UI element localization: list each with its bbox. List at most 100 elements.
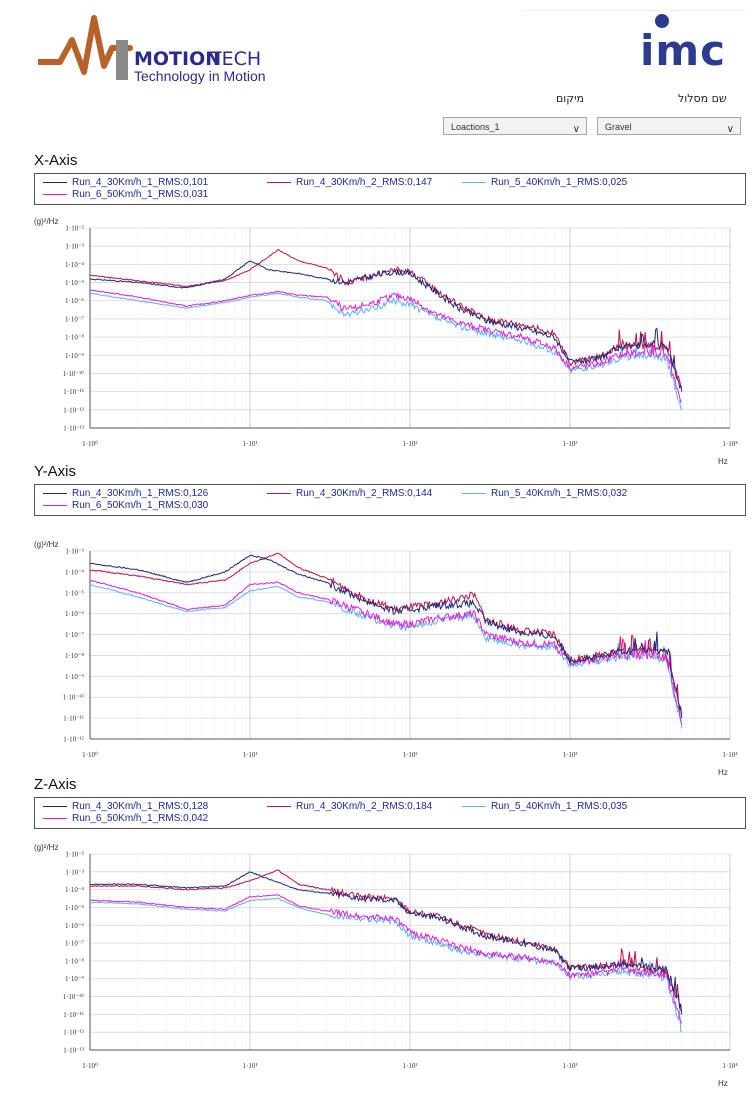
legend-label: Run_6_50Km/h_1_RMS:0,042 <box>72 813 209 824</box>
x-tick-label: 1·10⁴ <box>722 440 738 448</box>
motiontech-logo: MOTION TECH Technology in Motion <box>35 10 298 90</box>
y-tick-label: 1·10⁻¹³ <box>63 425 84 433</box>
psd-plot: (g)²/Hz 1·10⁻² 1·10⁻³ 1·10⁻⁴ 1·10⁻⁵ 1·10⁻⁶ 1·1… <box>34 218 738 466</box>
y-tick-label: 1·10⁻⁶ <box>65 297 85 305</box>
legend-item[interactable]: Run_5_40Km/h_1_RMS:0,025 <box>462 177 627 188</box>
legend-item[interactable]: Run_4_30Km/h_2_RMS:0,147 <box>267 177 432 188</box>
psd-plot: (g)²/Hz 1·10⁻³ 1·10⁻⁴ 1·10⁻⁵ 1·10⁻⁶ 1·10⁻⁷ 1·1… <box>34 541 738 777</box>
legend-item[interactable]: Run_4_30Km/h_1_RMS:0,126 <box>43 488 208 499</box>
y-tick-label: 1·10⁻³ <box>65 243 84 251</box>
y-tick-label: 1·10⁻² <box>65 851 84 859</box>
legend-item[interactable]: Run_6_50Km/h_1_RMS:0,030 <box>43 500 208 511</box>
x-tick-label: 1·10⁰ <box>82 751 98 759</box>
y-tick-label: 1·10⁻¹² <box>63 406 84 414</box>
y-tick-label: 1·10⁻¹⁰ <box>63 694 85 702</box>
y-tick-label: 1·10⁻⁴ <box>65 261 85 269</box>
legend-swatch <box>267 181 291 183</box>
series-line-run6_1 <box>89 894 683 1024</box>
route-select[interactable]: Gravel ∨ <box>597 117 741 135</box>
chart-title: Z-Axis <box>34 776 77 793</box>
x-tick-label: 1·10³ <box>563 1062 578 1070</box>
y-tick-label: 1·10⁻¹² <box>63 1029 84 1037</box>
motiontech-logo-mark: MOTION TECH Technology in Motion <box>35 15 266 84</box>
chevron-down-icon: ∨ <box>572 124 580 135</box>
y-tick-label: 1·10⁻¹³ <box>63 1047 84 1055</box>
y-tick-label: 1·10⁻¹⁰ <box>63 370 85 378</box>
legend-item[interactable]: Run_6_50Km/h_1_RMS:0,042 <box>43 813 208 824</box>
imc-logo-text: imc <box>640 26 727 75</box>
y-axis-label: (g)²/Hz <box>34 844 58 852</box>
y-tick-label: 1·10⁻² <box>65 225 84 233</box>
chevron-down-icon: ∨ <box>726 124 734 135</box>
header-divider <box>523 10 745 11</box>
y-tick-label: 1·10⁻³ <box>65 868 84 876</box>
legend-item[interactable]: Run_5_40Km/h_1_RMS:0,032 <box>462 488 627 499</box>
legend-label: Run_6_50Km/h_1_RMS:0,031 <box>72 189 209 200</box>
y-axis-label: (g)²/Hz <box>34 218 58 226</box>
legend-item[interactable]: Run_4_30Km/h_2_RMS:0,144 <box>267 488 432 499</box>
y-tick-label: 1·10⁻⁹ <box>65 673 85 681</box>
legend-swatch <box>43 181 67 183</box>
legend-item[interactable]: Run_4_30Km/h_1_RMS:0,101 <box>43 177 208 188</box>
series-line-run4_1 <box>89 871 683 1015</box>
x-tick-label: 1·10² <box>403 751 418 759</box>
y-tick-label: 1·10⁻⁸ <box>65 334 85 342</box>
x-tick-label: 1·10⁴ <box>722 1062 738 1070</box>
x-axis-label: Hz <box>718 457 728 466</box>
legend-label: Run_4_30Km/h_2_RMS:0,184 <box>296 801 433 812</box>
chart-title: Y-Axis <box>34 463 76 480</box>
legend-item[interactable]: Run_4_30Km/h_1_RMS:0,128 <box>43 801 208 812</box>
x-tick-label: 1·10⁴ <box>722 751 738 759</box>
legend-swatch <box>267 492 291 494</box>
y-tick-label: 1·10⁻⁹ <box>65 975 85 983</box>
y-tick-label: 1·10⁻⁴ <box>65 886 85 894</box>
location-select-value: Loactions_1 <box>451 122 500 132</box>
x-axis-label: Hz <box>718 768 728 777</box>
legend-label: Run_4_30Km/h_1_RMS:0,128 <box>72 801 209 812</box>
legend-swatch <box>267 805 291 807</box>
y-tick-label: 1·10⁻⁴ <box>65 568 85 576</box>
chart-legend: Run_4_30Km/h_1_RMS:0,126 Run_4_30Km/h_2_R… <box>34 484 746 516</box>
series-line-run4_1 <box>89 554 683 719</box>
chart-title: X-Axis <box>34 152 78 169</box>
y-tick-label: 1·10⁻¹¹ <box>63 715 84 723</box>
x-tick-label: 1·10³ <box>563 751 578 759</box>
series-line-run5_1 <box>89 292 683 411</box>
legend-swatch <box>462 181 486 183</box>
x-tick-label: 1·10² <box>403 1062 418 1070</box>
x-tick-label: 1·10³ <box>563 440 578 448</box>
imc-logo: imc <box>640 14 732 74</box>
y-tick-label: 1·10⁻⁵ <box>65 589 85 597</box>
x-tick-label: 1·10¹ <box>243 440 258 448</box>
legend-label: Run_5_40Km/h_1_RMS:0,032 <box>491 488 628 499</box>
y-tick-label: 1·10⁻⁹ <box>65 352 85 360</box>
legend-item[interactable]: Run_5_40Km/h_1_RMS:0,035 <box>462 801 627 812</box>
legend-item[interactable]: Run_4_30Km/h_2_RMS:0,184 <box>267 801 432 812</box>
imc-logo-dot <box>655 14 669 28</box>
legend-label: Run_6_50Km/h_1_RMS:0,030 <box>72 500 209 511</box>
x-axis-label: Hz <box>718 1079 728 1088</box>
x-tick-label: 1·10⁰ <box>82 1062 98 1070</box>
x-tick-label: 1·10¹ <box>243 751 258 759</box>
chart-legend: Run_4_30Km/h_1_RMS:0,101 Run_4_30Km/h_2_R… <box>34 173 746 205</box>
legend-item[interactable]: Run_6_50Km/h_1_RMS:0,031 <box>43 189 208 200</box>
y-tick-label: 1·10⁻⁵ <box>65 904 85 912</box>
series-line-run5_1 <box>89 583 683 729</box>
legend-label: Run_4_30Km/h_1_RMS:0,126 <box>72 488 209 499</box>
y-tick-label: 1·10⁻¹² <box>63 736 84 744</box>
location-select[interactable]: Loactions_1 ∨ <box>443 117 587 135</box>
legend-swatch <box>43 492 67 494</box>
chart-legend: Run_4_30Km/h_1_RMS:0,128 Run_4_30Km/h_2_R… <box>34 797 746 829</box>
legend-swatch <box>43 805 67 807</box>
y-axis-label: (g)²/Hz <box>34 541 58 549</box>
logo-tagline: Technology in Motion <box>134 68 266 84</box>
legend-swatch <box>43 504 67 506</box>
series-line-run4_1 <box>89 260 683 392</box>
y-tick-label: 1·10⁻¹¹ <box>63 388 84 396</box>
series-line-run6_1 <box>89 289 683 403</box>
y-tick-label: 1·10⁻¹⁰ <box>63 993 85 1001</box>
logo-name-bold: MOTION <box>134 48 221 70</box>
series-line-run6_1 <box>89 579 683 725</box>
y-tick-label: 1·10⁻¹¹ <box>63 1011 84 1019</box>
route-select-value: Gravel <box>605 122 632 132</box>
